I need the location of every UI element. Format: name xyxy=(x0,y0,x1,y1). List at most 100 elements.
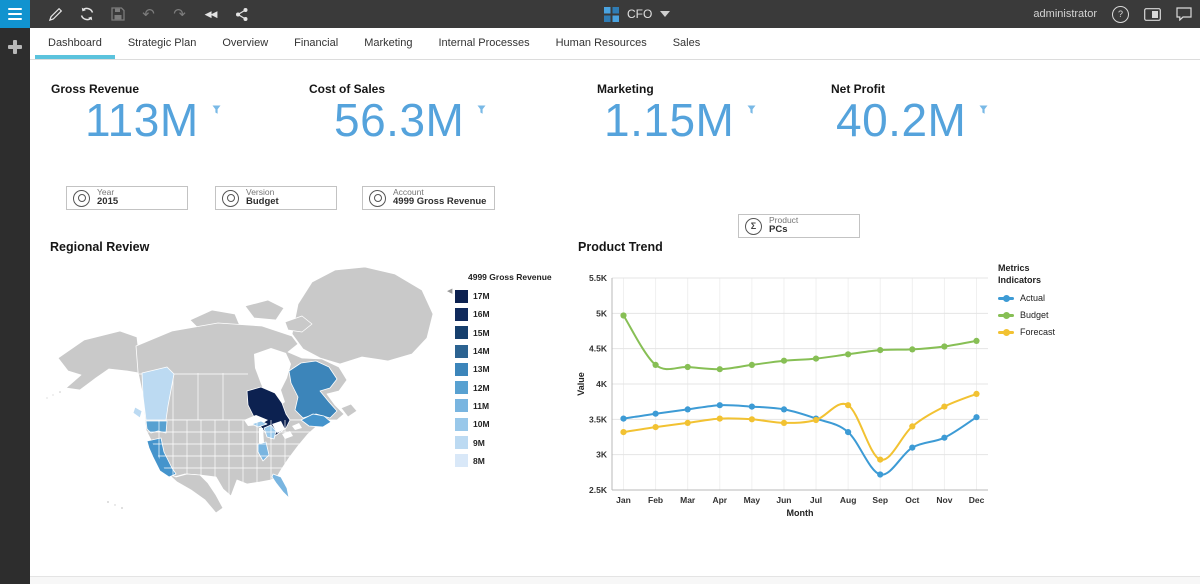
filter-account[interactable]: Account 4999 Gross Revenue xyxy=(362,186,496,210)
member-icon xyxy=(222,189,239,207)
help-button[interactable]: ? xyxy=(1112,5,1129,23)
map-region-michigan-up[interactable] xyxy=(251,420,268,428)
add-button[interactable] xyxy=(8,40,22,54)
legend-swatch xyxy=(455,381,468,395)
kpi-net-profit: Net Profit 40.2M xyxy=(820,82,1085,172)
map-region-washington[interactable] xyxy=(145,420,168,434)
hamburger-menu-button[interactable] xyxy=(0,0,30,28)
map-region-maritimes[interactable] xyxy=(300,413,332,428)
chart-legend-item-actual[interactable]: Actual xyxy=(998,293,1055,303)
kpi-filter-button[interactable] xyxy=(747,102,756,120)
refresh-button[interactable] xyxy=(71,0,102,28)
tab-sales[interactable]: Sales xyxy=(672,37,701,49)
legend-collapse-icon[interactable]: ◀ xyxy=(447,288,453,295)
toolbar: ↶ ↷ ◀◀ xyxy=(40,0,257,28)
map-legend-item: 16M xyxy=(455,305,552,323)
kpi-label: Gross Revenue xyxy=(51,82,140,96)
chart-legend-title: Metrics Indicators xyxy=(998,263,1042,285)
line-chart-canvas: 2.5K 3K 3.5K 4K 4.5K 5K 5.5K Jan Feb Mar Apr May Jun… xyxy=(576,273,988,518)
kpi-label: Marketing xyxy=(597,82,654,96)
horizontal-scrollbar[interactable] xyxy=(30,576,1200,584)
chat-button[interactable] xyxy=(1176,7,1192,21)
tab-internal-processes[interactable]: Internal Processes xyxy=(438,37,530,49)
redo-icon: ↷ xyxy=(173,5,186,23)
undo-button[interactable]: ↶ xyxy=(133,0,164,28)
undo-icon: ↶ xyxy=(142,5,155,23)
legend-series-name: Forecast xyxy=(1020,327,1056,338)
share-button[interactable] xyxy=(226,0,257,28)
svg-text:Dec: Dec xyxy=(969,495,985,505)
filter-label: Account xyxy=(393,186,424,197)
filter-version[interactable]: Version Budget xyxy=(215,186,337,210)
legend-label: 10M xyxy=(473,419,490,430)
map-region-vancouver-island[interactable] xyxy=(132,406,143,419)
svg-text:3.5K: 3.5K xyxy=(589,414,608,424)
map-region-quebec[interactable] xyxy=(288,360,338,419)
legend-series-name: Budget xyxy=(1020,310,1049,321)
map-legend-item: 14M xyxy=(455,342,552,360)
apps-grid-icon xyxy=(604,6,619,22)
tab-human-resources[interactable]: Human Resources xyxy=(555,37,647,49)
map-region-british-columbia[interactable] xyxy=(141,366,175,421)
filter-label: Year xyxy=(97,186,115,197)
product-trend-chart[interactable]: 2.5K 3K 3.5K 4K 4.5K 5K 5.5K Jan Feb Mar Apr May Jun… xyxy=(575,256,995,522)
svg-text:Feb: Feb xyxy=(648,495,663,505)
svg-text:5.5K: 5.5K xyxy=(589,273,608,283)
kpi-value: 40.2M xyxy=(836,94,967,146)
map-region-florida[interactable] xyxy=(271,473,290,499)
map-region-california[interactable] xyxy=(146,437,177,478)
map-legend-item: 13M xyxy=(455,360,552,378)
legend-swatch xyxy=(455,307,468,321)
svg-text:Aug: Aug xyxy=(840,495,857,505)
legend-label: 13M xyxy=(473,364,490,375)
edit-pencil-button[interactable] xyxy=(40,0,71,28)
book-title: CFO xyxy=(627,7,653,21)
filter-product[interactable]: Σ Product PCs xyxy=(738,214,860,238)
tab-overview[interactable]: Overview xyxy=(222,37,269,49)
legend-swatch xyxy=(455,344,468,358)
share-icon xyxy=(236,7,248,21)
kpi-label: Cost of Sales xyxy=(309,82,386,96)
map-legend-item: 17M xyxy=(455,287,552,305)
filter-value: Budget xyxy=(246,196,279,208)
chart-legend-item-forecast[interactable]: Forecast xyxy=(998,327,1055,337)
rewind-icon: ◀◀ xyxy=(204,8,218,19)
legend-label: 17M xyxy=(473,291,490,302)
map-legend-item: 9M xyxy=(455,433,552,451)
svg-text:4K: 4K xyxy=(596,379,608,389)
kpi-filter-button[interactable] xyxy=(979,102,988,120)
tab-strategic-plan[interactable]: Strategic Plan xyxy=(127,37,197,49)
north-america-map xyxy=(45,266,434,514)
svg-text:May: May xyxy=(744,495,761,505)
map-legend-item: 10M xyxy=(455,415,552,433)
performance-panel-button[interactable] xyxy=(1144,7,1161,21)
map-alaska xyxy=(57,330,140,391)
save-button[interactable] xyxy=(102,0,133,28)
legend-swatch xyxy=(455,399,468,413)
redo-button[interactable]: ↷ xyxy=(164,0,195,28)
kpi-filter-button[interactable] xyxy=(212,102,221,120)
regional-map[interactable] xyxy=(40,262,460,534)
filter-value: 2015 xyxy=(97,196,119,208)
funnel-icon xyxy=(477,105,486,114)
tab-financial[interactable]: Financial xyxy=(294,37,339,49)
legend-line-marker xyxy=(998,328,1014,336)
legend-swatch xyxy=(455,289,468,303)
book-selector[interactable]: CFO xyxy=(604,0,671,28)
tab-dashboard[interactable]: Dashboard xyxy=(35,28,115,59)
legend-swatch xyxy=(455,362,468,376)
legend-swatch xyxy=(455,454,468,468)
rewind-button[interactable]: ◀◀ xyxy=(195,0,226,28)
filter-year[interactable]: Year 2015 xyxy=(66,186,188,210)
hamburger-icon xyxy=(8,8,22,10)
kpi-marketing: Marketing 1.15M xyxy=(586,82,851,172)
svg-text:Jun: Jun xyxy=(776,495,791,505)
chart-legend: Metrics Indicators Actual Budget Forecast xyxy=(998,263,1055,337)
map-legend-item: 8M xyxy=(455,452,552,470)
filter-value: PCs xyxy=(769,224,788,236)
chart-legend-item-budget[interactable]: Budget xyxy=(998,310,1055,320)
svg-text:2.5K: 2.5K xyxy=(589,485,608,495)
kpi-filter-button[interactable] xyxy=(477,102,486,120)
legend-label: 8M xyxy=(473,455,485,466)
tab-marketing[interactable]: Marketing xyxy=(364,37,413,49)
